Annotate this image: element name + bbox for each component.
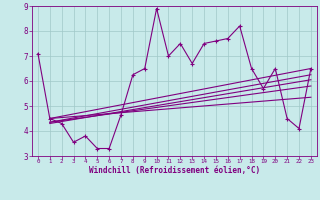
X-axis label: Windchill (Refroidissement éolien,°C): Windchill (Refroidissement éolien,°C) [89,166,260,175]
